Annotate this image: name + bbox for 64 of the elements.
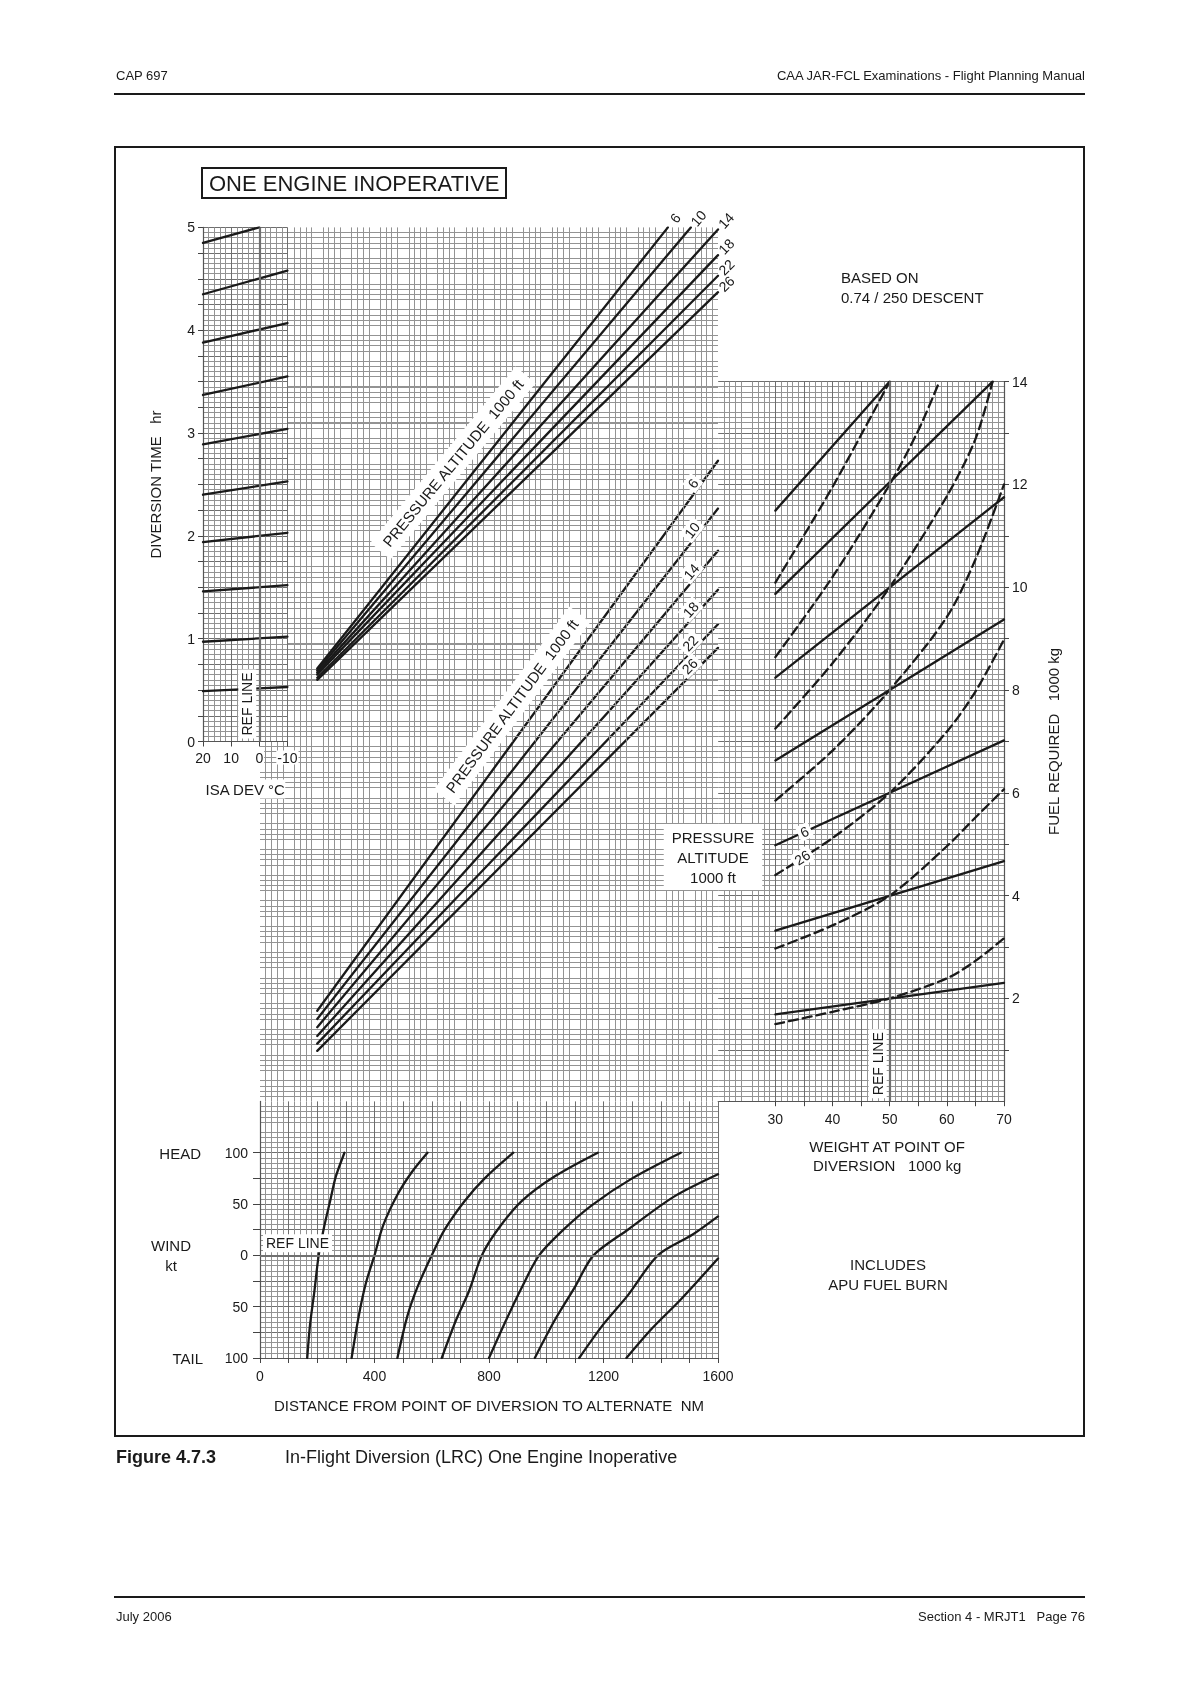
x-tick-label: 70 — [996, 1111, 1012, 1128]
x-tick-label: 800 — [477, 1368, 501, 1384]
y-tick-label: 50 — [232, 1298, 249, 1315]
text: 6 — [684, 475, 702, 492]
x-tick-label: 40 — [824, 1111, 841, 1128]
text: CAA JAR-FCL Examinations - Flight Planning Manual — [776, 68, 1085, 84]
text: July 2006 — [116, 1609, 172, 1625]
y-tick-label: 1 — [187, 630, 196, 647]
x-tick-label: 400 — [362, 1368, 387, 1384]
y-tick-label: 50 — [232, 1196, 249, 1213]
x-tick-label: 1600 — [702, 1368, 734, 1384]
text: 10 — [681, 518, 704, 542]
x-tick-label: 50 — [881, 1111, 898, 1128]
x-tick-label: 0 — [256, 1368, 265, 1384]
annotation: PRESSURE ALTITUDE 1000 ft — [671, 828, 755, 886]
ref-line-label: REF LINE — [266, 1235, 330, 1252]
y-tick-label: 8 — [1012, 682, 1020, 698]
text: In-Flight Diversion (LRC) One Engine Inoperative — [285, 1447, 678, 1469]
text: CAP 697 — [116, 68, 168, 84]
y-tick-label: 0 — [240, 1247, 249, 1264]
text: 18 — [715, 235, 738, 258]
text: 26 — [791, 846, 814, 869]
text: 22 — [678, 631, 702, 655]
ref-line-label: REF LINE — [869, 1032, 886, 1096]
y-axis-title: WIND kt — [151, 1236, 192, 1274]
y-tick-label: 10 — [1012, 579, 1028, 596]
y-tick-label: 2 — [1012, 990, 1020, 1007]
x-axis-title: ISA DEV °C — [205, 780, 286, 798]
text: BASED ON 0.74 / 250 DESCENT — [841, 268, 984, 306]
x-axis-title: DISTANCE FROM POINT OF DIVERSION TO ALTERNATE NM — [273, 1397, 705, 1414]
y-tick-label: 0 — [187, 733, 196, 750]
y-tick-label: 4 — [1012, 887, 1020, 904]
text: 14 — [714, 209, 738, 232]
y-tick-label: 4 — [187, 322, 196, 339]
y-tick-label: 5 — [187, 219, 196, 236]
text: ONE ENGINE INOPERATIVE — [209, 170, 500, 196]
text: 18 — [679, 598, 703, 621]
text: HEAD — [159, 1144, 202, 1162]
x-tick-label: 60 — [939, 1111, 955, 1128]
x-tick-label: 1200 — [587, 1368, 620, 1384]
text: TAIL — [172, 1349, 203, 1367]
text: 10 — [687, 206, 710, 230]
y-axis-title: DIVERSION TIME hr — [147, 410, 164, 559]
text: 14 — [680, 560, 703, 583]
y-tick-label: 6 — [1012, 784, 1020, 801]
text: 6 — [797, 822, 812, 841]
text: 26 — [678, 655, 702, 678]
text: Section 4 - MRJT1 Page 76 — [918, 1609, 1085, 1625]
y-tick-label: 100 — [224, 1144, 249, 1161]
y-tick-label: 14 — [1012, 373, 1028, 390]
text: 6 — [666, 209, 685, 227]
y-axis-title: FUEL REQUIRED 1000 kg — [1045, 647, 1062, 835]
ref-line-label: REF LINE — [239, 672, 256, 736]
y-tick-label: 100 — [224, 1350, 249, 1366]
y-tick-label: 12 — [1012, 476, 1028, 493]
x-tick-label: -10 — [277, 749, 298, 766]
x-tick-label: 20 — [195, 749, 211, 766]
x-tick-label: 30 — [767, 1111, 784, 1128]
text: INCLUDES APU FUEL BURN — [828, 1255, 948, 1293]
x-tick-label: 0 — [255, 749, 264, 766]
y-tick-label: 3 — [187, 425, 196, 442]
x-axis-title: WEIGHT AT POINT OF DIVERSION 1000 kg — [809, 1138, 965, 1175]
y-tick-label: 2 — [187, 527, 196, 544]
caption: Figure 4.7.3 — [116, 1447, 217, 1469]
